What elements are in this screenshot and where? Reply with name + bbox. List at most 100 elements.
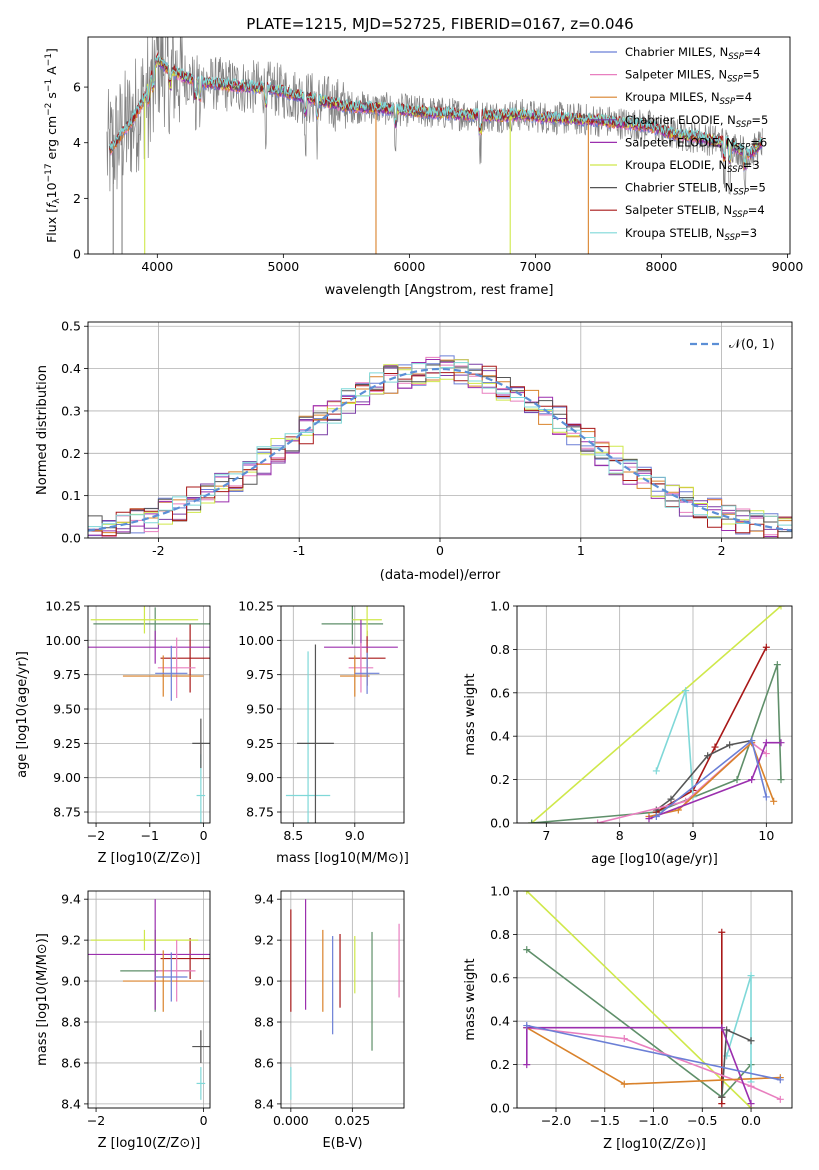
series-line-chabrier-miles [526,1024,781,1081]
errorbar-area [88,606,210,823]
mass-vs-metallicity-panel: −2 0 8.4 8.6 8.8 9.0 9.2 9.4 Z [log10(Z/Z⊙)] mass… [35,890,211,1151]
y-tick-label: 9.2 [61,933,81,948]
spectrum-panel: 4000 5000 6000 7000 8000 9000 0 2 4 6 wavelength [… [44,36,803,298]
series-marker [748,737,756,745]
series-marker [777,739,785,747]
x-axis-label: mass [log10(M/M⊙)] [276,851,409,866]
age-vs-metallicity-panel: −2 −1 0 8.75 9.00 9.25 9.50 9.75 10.00 10.25 Z [lo… [15,599,211,866]
x-tick-label: 1 [577,543,585,558]
series-area [528,606,785,823]
x-tick-label: −1.5 [590,1113,620,1128]
series-marker [711,743,719,751]
y-axis-label: Normed distribution [35,365,50,495]
y-tick-label: 9.25 [53,736,81,751]
axes-frame [280,605,405,824]
series-marker [748,776,756,784]
y-axis-label: mass weight [463,958,478,1040]
series-marker [523,1061,531,1069]
histogram-step-chabrier-stelib [88,360,792,534]
legend-entry: Salpeter MILES, NSSP=5 [625,68,760,85]
y-axis-label: mass weight [463,673,478,755]
y-tick-label: 1.0 [490,599,510,614]
y-tick-label: 0.2 [490,772,510,787]
y-tick-label: 9.0 [61,974,81,989]
y-axis-label: age [log10(age/yr)] [15,651,30,778]
y-tick-label: 0 [73,247,81,262]
y-tick-label: 0.2 [490,1057,510,1072]
x-tick-label: −2 [87,1113,105,1128]
series-marker [770,797,778,805]
x-tick-label: 7000 [520,259,552,274]
spectrum-plot-area [106,37,763,254]
x-tick-label: 7 [542,828,550,843]
x-axis-label: Z [log10(Z/Z⊙)] [603,1137,706,1152]
x-tick-label: 0 [200,828,208,843]
series-line-kroupa-elodie [531,606,782,823]
series-marker [773,661,781,669]
series-marker [594,819,602,823]
model-line-kroupa-stelib [109,53,763,166]
series-marker [645,815,653,823]
mass-weight-vs-age-panel: 7 8 9 10 0.0 0.2 0.4 0.6 0.8 1.0 age [log10(age/yr… [463,599,793,867]
x-tick-label: -1 [293,543,305,558]
axes-frame [516,605,793,824]
legend-entry: 𝒩(0, 1) [729,336,775,351]
y-tick-label: 0.0 [490,816,510,831]
y-tick-label: 10.25 [45,599,81,614]
legend-entry: Chabrier ELODIE, NSSP=5 [625,113,768,130]
series-marker [523,891,531,895]
y-tick-label: 9.75 [53,667,81,682]
series-marker [528,819,536,823]
x-axis-label: Z [log10(Z/Z⊙)] [98,851,201,866]
series-line-green [531,664,782,823]
x-tick-label: 8.5 [283,828,303,843]
age-vs-mass-panel: 8.5 9.0 8.75 9.00 9.25 9.50 9.75 10.00 10.25 mass… [238,599,409,867]
y-tick-label: 8.8 [61,1015,81,1030]
y-tick-label: 0.6 [490,970,510,985]
y-tick-label: 9.2 [254,933,274,948]
series-marker [718,1024,726,1032]
legend-entry: Kroupa ELODIE, NSSP=3 [625,158,760,175]
series-marker [762,750,770,758]
y-tick-label: 8.8 [254,1015,274,1030]
x-tick-label: 6000 [393,259,425,274]
y-tick-label: 0.4 [61,361,81,376]
y-tick-label: 8.75 [246,805,274,820]
y-tick-label: 9.4 [254,892,274,907]
series-marker [718,1100,726,1108]
x-tick-label: 2 [718,543,726,558]
y-tick-label: 9.50 [246,702,274,717]
y-tick-label: 10.00 [45,633,81,648]
y-axis-label: Flux [fλ10−17 erg cm−2 s−1 A−1] [44,48,62,243]
gaussian-curve [88,367,792,532]
series-marker [652,767,660,775]
y-tick-label: 9.4 [61,892,81,907]
series-marker [718,928,726,936]
series-marker [762,739,770,747]
x-axis-label: Z [log10(Z/Z⊙)] [98,1136,201,1151]
axes-frame [87,36,791,255]
series-marker [747,1100,755,1108]
y-tick-label: 2 [73,191,81,206]
series-marker [747,1082,755,1090]
mass-weight-vs-metallicity-panel: −2.0 −1.5 −1.0 −0.5 0.0 0.0 0.2 0.4 0.6 0.8 1.0 Z [… [463,884,793,1152]
x-tick-label: −0.5 [687,1113,717,1128]
y-tick-label: 0.4 [490,729,510,744]
x-axis-label: wavelength [Angstrom, rest frame] [325,283,554,298]
y-tick-label: 0.1 [61,488,81,503]
x-tick-label: −2.0 [541,1113,571,1128]
y-tick-label: 0.0 [61,531,81,546]
x-tick-label: 4000 [141,259,173,274]
legend-entry: Kroupa STELIB, NSSP=3 [625,226,757,243]
y-tick-label: 9.0 [254,974,274,989]
axes-frame [87,321,793,539]
histogram-area [88,355,792,538]
axes-frame [516,890,793,1109]
y-tick-label: 9.00 [246,770,274,785]
y-tick-label: 0.4 [490,1014,510,1029]
series-marker [762,643,770,651]
x-tick-label: 0 [200,1113,208,1128]
y-tick-label: 0.8 [490,642,510,657]
y-tick-label: 9.75 [246,667,274,682]
